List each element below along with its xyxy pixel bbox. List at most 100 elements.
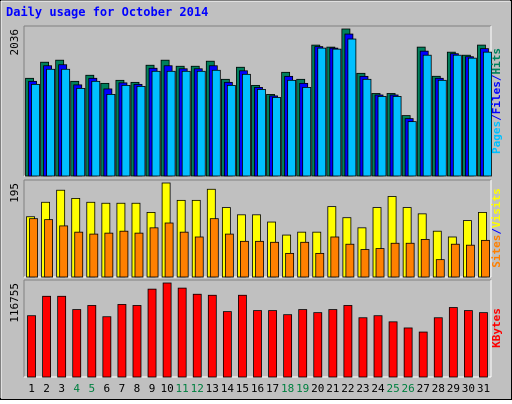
bar (242, 73, 251, 177)
legend-entry: KBytes (490, 308, 503, 348)
bar (448, 307, 458, 378)
bar (405, 242, 415, 278)
bar (119, 230, 129, 278)
bar (407, 121, 417, 177)
x-tick-label: 20 (311, 382, 324, 395)
bar (44, 219, 53, 278)
x-tick-label: 23 (356, 382, 369, 395)
bar (433, 317, 443, 378)
x-tick-label: 7 (119, 382, 126, 395)
bar (377, 96, 387, 177)
chart-title: Daily usage for October 2014 (6, 5, 208, 19)
bar (181, 70, 191, 177)
bar (74, 231, 84, 278)
bar (328, 309, 338, 378)
legend-entry: Visits (490, 188, 503, 228)
bar (373, 315, 383, 378)
x-tick-label: 31 (477, 382, 490, 395)
bar (481, 239, 490, 278)
bar (332, 48, 342, 177)
bar (192, 293, 202, 378)
x-tick-label: 25 (386, 382, 399, 395)
bar (450, 243, 460, 278)
bar (285, 252, 295, 278)
legend: Pages/Files/Hits (490, 48, 503, 154)
bar (315, 252, 325, 278)
bar (151, 70, 161, 177)
bar (162, 282, 172, 378)
bar (468, 57, 477, 177)
bar (87, 305, 97, 378)
bar (136, 85, 146, 177)
x-tick-label: 8 (134, 382, 141, 395)
bar (287, 79, 297, 177)
x-tick-label: 1 (28, 382, 35, 395)
bar (283, 314, 293, 378)
bar (330, 236, 340, 278)
bar (224, 233, 234, 278)
bar (166, 70, 176, 177)
legend: KBytes (490, 308, 503, 348)
legend-entry: Files (490, 81, 503, 114)
bar (479, 312, 488, 378)
bar (268, 310, 277, 378)
x-tick-label: 14 (221, 382, 235, 395)
bar (194, 236, 204, 278)
bar (179, 231, 189, 278)
x-tick-label: 9 (149, 382, 156, 395)
x-tick-label: 11 (176, 382, 189, 395)
y-tick-label: 116755 (8, 283, 21, 323)
x-tick-label: 15 (236, 382, 249, 395)
bar (46, 68, 55, 177)
bar (466, 244, 475, 278)
bar (196, 70, 206, 177)
bar (117, 304, 127, 378)
bar (106, 94, 116, 177)
bar (452, 54, 462, 177)
bar (388, 321, 398, 378)
bar (403, 327, 413, 378)
bar (420, 238, 430, 278)
legend-entry: Sites (490, 235, 503, 268)
bar (134, 232, 144, 278)
bar (302, 87, 312, 177)
x-tick-label: 30 (462, 382, 475, 395)
bar (362, 78, 372, 177)
bar (313, 312, 323, 378)
x-tick-label: 3 (58, 382, 65, 395)
bar (29, 218, 38, 278)
bar (76, 88, 86, 177)
legend-separator: / (490, 74, 503, 81)
bar (343, 305, 353, 378)
x-tick-label: 12 (191, 382, 204, 395)
bar (211, 69, 221, 177)
bar (31, 83, 40, 177)
bar (42, 295, 51, 378)
bar (72, 309, 82, 378)
bar (147, 288, 157, 378)
x-tick-label: 28 (432, 382, 445, 395)
legend-separator: / (490, 114, 503, 121)
bar (238, 294, 247, 378)
bar (222, 311, 232, 378)
bar (358, 317, 368, 378)
bar (390, 242, 400, 278)
bar (89, 233, 99, 278)
x-tick-label: 26 (402, 382, 415, 395)
x-tick-label: 22 (341, 382, 354, 395)
bar (57, 295, 67, 378)
bar (422, 54, 432, 177)
bar (253, 310, 262, 378)
bar (132, 305, 142, 378)
bar (347, 38, 357, 177)
bar (207, 294, 217, 378)
bar (102, 316, 112, 378)
x-tick-label: 5 (88, 382, 95, 395)
bar (257, 89, 266, 177)
legend-entry: Pages (490, 121, 503, 154)
x-tick-label: 29 (447, 382, 460, 395)
x-tick-label: 4 (73, 382, 80, 395)
bar (164, 222, 174, 278)
bar (209, 218, 219, 278)
